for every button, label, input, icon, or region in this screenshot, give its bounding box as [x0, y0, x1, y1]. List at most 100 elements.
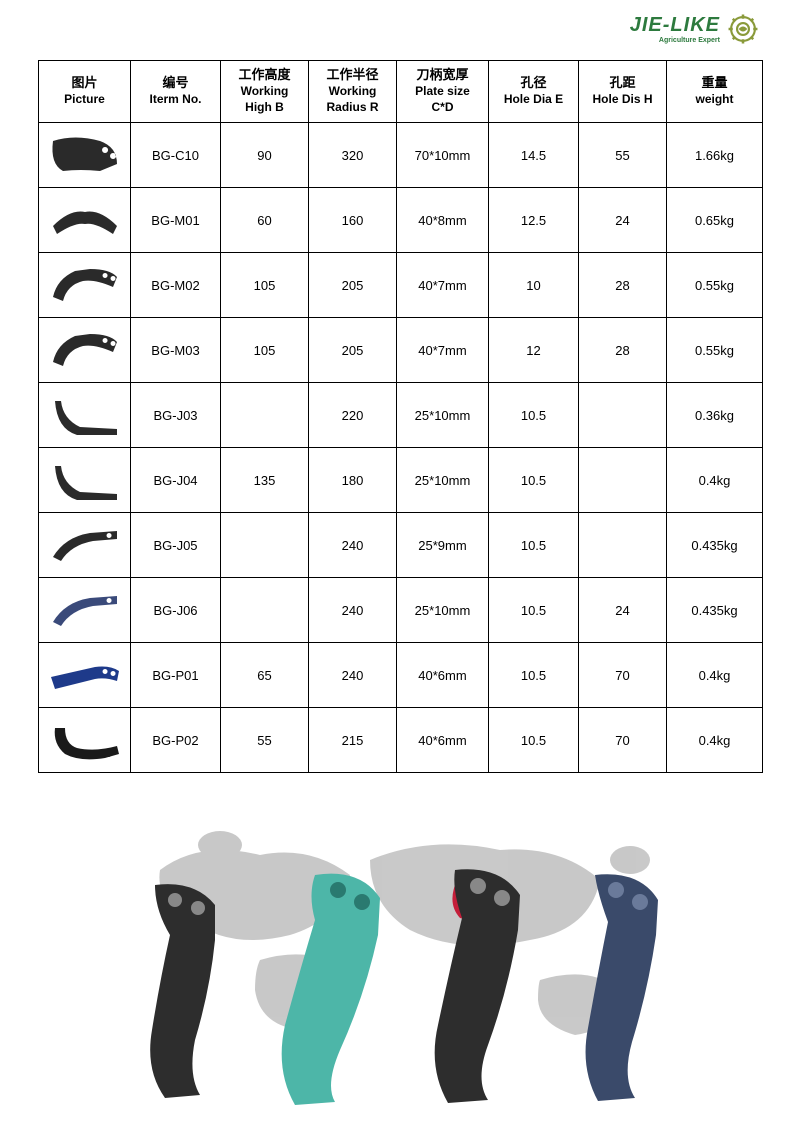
cell-item: BG-M02 — [131, 253, 221, 318]
table-row: BG-J0413518025*10mm10.50.4kg — [39, 448, 763, 513]
table-row: BG-M0310520540*7mm12280.55kg — [39, 318, 763, 383]
cell-dis: 55 — [579, 123, 667, 188]
table-row: BG-J05 24025*9mm10.5 0.435kg — [39, 513, 763, 578]
cell-radius: 180 — [309, 448, 397, 513]
cell-dia: 10.5 — [489, 383, 579, 448]
table-row: BG-M0210520540*7mm10280.55kg — [39, 253, 763, 318]
cell-weight: 0.55kg — [667, 253, 763, 318]
col-header-dia: 孔径 Hole Dia E — [489, 61, 579, 123]
cell-dis: 28 — [579, 318, 667, 383]
cell-item: BG-J04 — [131, 448, 221, 513]
cell-plate: 40*7mm — [397, 253, 489, 318]
cell-plate: 25*9mm — [397, 513, 489, 578]
cell-dis: 70 — [579, 708, 667, 773]
col-header-weight: 重量 weight — [667, 61, 763, 123]
cell-dia: 10.5 — [489, 708, 579, 773]
table-row: BG-P016524040*6mm10.5700.4kg — [39, 643, 763, 708]
cell-high — [221, 513, 309, 578]
spec-table-container: 图片 Picture 编号 Iterm No. 工作高度 Working Hig… — [38, 60, 762, 773]
cell-high: 90 — [221, 123, 309, 188]
table-header-row: 图片 Picture 编号 Iterm No. 工作高度 Working Hig… — [39, 61, 763, 123]
gear-icon — [726, 12, 760, 46]
cell-radius: 320 — [309, 123, 397, 188]
cell-picture — [39, 188, 131, 253]
cell-dis: 28 — [579, 253, 667, 318]
table-row: BG-J03 22025*10mm10.5 0.36kg — [39, 383, 763, 448]
cell-picture — [39, 578, 131, 643]
cell-plate: 25*10mm — [397, 448, 489, 513]
cell-dis: 24 — [579, 578, 667, 643]
cell-item: BG-J03 — [131, 383, 221, 448]
table-row: BG-J0624025*10mm10.5240.435kg — [39, 578, 763, 643]
cell-high: 135 — [221, 448, 309, 513]
cell-dis — [579, 383, 667, 448]
spec-table: 图片 Picture 编号 Iterm No. 工作高度 Working Hig… — [38, 60, 763, 773]
cell-weight: 0.36kg — [667, 383, 763, 448]
cell-weight: 0.4kg — [667, 643, 763, 708]
cell-dis — [579, 513, 667, 578]
cell-item: BG-J06 — [131, 578, 221, 643]
logo-main-text: JIE-LIKE — [630, 14, 720, 37]
col-header-radius: 工作半径 Working Radius R — [309, 61, 397, 123]
cell-picture — [39, 123, 131, 188]
cell-dia: 10.5 — [489, 513, 579, 578]
cell-dia: 12 — [489, 318, 579, 383]
cell-dia: 14.5 — [489, 123, 579, 188]
cell-radius: 240 — [309, 578, 397, 643]
world-map-icon — [159, 831, 650, 1035]
col-header-item: 编号 Iterm No. — [131, 61, 221, 123]
cell-radius: 215 — [309, 708, 397, 773]
cell-weight: 0.4kg — [667, 448, 763, 513]
cell-item: BG-C10 — [131, 123, 221, 188]
cell-dis: 70 — [579, 643, 667, 708]
cell-plate: 25*10mm — [397, 578, 489, 643]
cell-radius: 220 — [309, 383, 397, 448]
cell-item: BG-J05 — [131, 513, 221, 578]
table-row: BG-C109032070*10mm14.5551.66kg — [39, 123, 763, 188]
blade-large-1 — [150, 884, 215, 1098]
logo-text: JIE-LIKE Agriculture Expert — [630, 14, 720, 44]
col-header-dis: 孔距 Hole Dis H — [579, 61, 667, 123]
table-body: BG-C109032070*10mm14.5551.66kgBG-M016016… — [39, 123, 763, 773]
cell-dia: 12.5 — [489, 188, 579, 253]
col-header-high: 工作高度 Working High B — [221, 61, 309, 123]
cell-picture — [39, 513, 131, 578]
cell-weight: 0.435kg — [667, 513, 763, 578]
col-header-picture: 图片 Picture — [39, 61, 131, 123]
cell-plate: 40*8mm — [397, 188, 489, 253]
cell-radius: 205 — [309, 318, 397, 383]
cell-radius: 240 — [309, 513, 397, 578]
col-header-plate: 刀柄宽厚 Plate size C*D — [397, 61, 489, 123]
cell-picture — [39, 383, 131, 448]
cell-plate: 40*6mm — [397, 643, 489, 708]
table-row: BG-P025521540*6mm10.5700.4kg — [39, 708, 763, 773]
cell-dia: 10.5 — [489, 578, 579, 643]
cell-item: BG-P01 — [131, 643, 221, 708]
cell-dis: 24 — [579, 188, 667, 253]
cell-picture — [39, 708, 131, 773]
cell-high: 60 — [221, 188, 309, 253]
cell-plate: 25*10mm — [397, 383, 489, 448]
blade-large-4 — [586, 874, 658, 1101]
cell-weight: 0.55kg — [667, 318, 763, 383]
cell-plate: 70*10mm — [397, 123, 489, 188]
cell-item: BG-M03 — [131, 318, 221, 383]
cell-picture — [39, 448, 131, 513]
cell-weight: 0.4kg — [667, 708, 763, 773]
cell-plate: 40*6mm — [397, 708, 489, 773]
cell-high: 65 — [221, 643, 309, 708]
cell-high: 105 — [221, 253, 309, 318]
cell-dia: 10.5 — [489, 643, 579, 708]
cell-weight: 0.65kg — [667, 188, 763, 253]
cell-picture — [39, 318, 131, 383]
product-showcase-image — [60, 790, 740, 1110]
cell-high — [221, 578, 309, 643]
logo-sub-text: Agriculture Expert — [659, 37, 720, 44]
cell-plate: 40*7mm — [397, 318, 489, 383]
cell-radius: 205 — [309, 253, 397, 318]
cell-item: BG-M01 — [131, 188, 221, 253]
cell-picture — [39, 643, 131, 708]
brand-logo: JIE-LIKE Agriculture Expert — [630, 12, 760, 46]
cell-high: 105 — [221, 318, 309, 383]
cell-dia: 10 — [489, 253, 579, 318]
